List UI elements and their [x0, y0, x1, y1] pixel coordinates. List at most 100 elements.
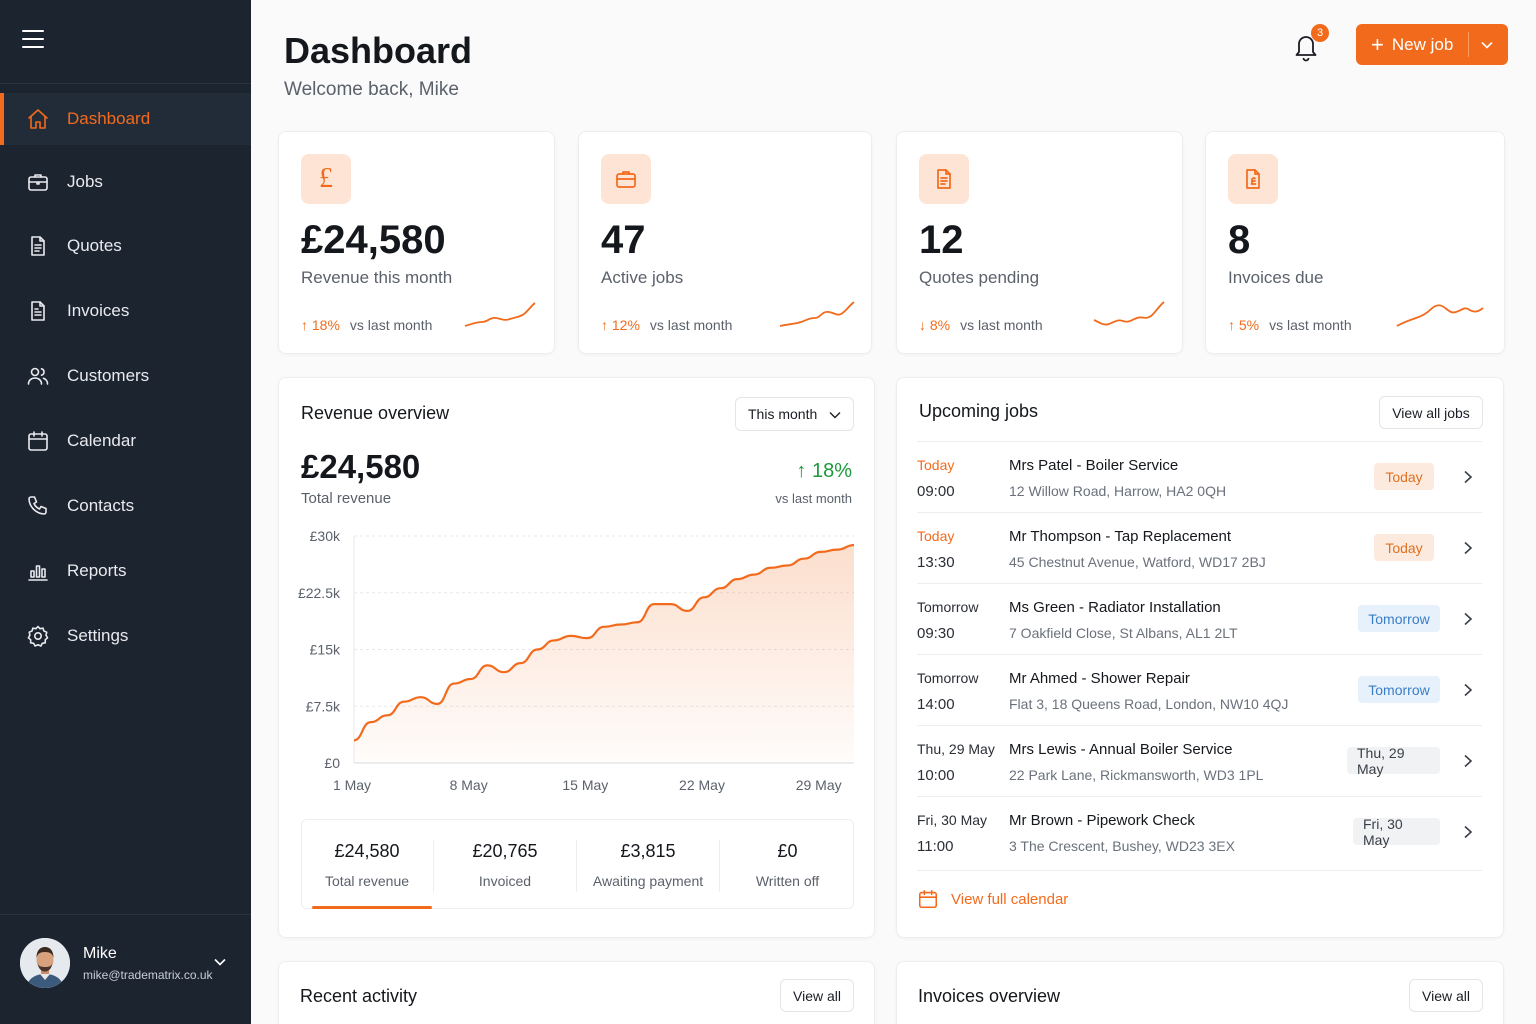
- summary-value: £20,765: [472, 841, 538, 861]
- job-title: Mr Brown - Pipework Check: [1009, 812, 1195, 829]
- summary-awaiting-payment[interactable]: £3,815 Awaiting payment: [577, 820, 719, 910]
- chart-icon: [26, 559, 50, 583]
- job-title: Mrs Patel - Boiler Service: [1009, 457, 1179, 474]
- chevron-right-icon[interactable]: [1462, 825, 1474, 839]
- stat-value: £24,580: [301, 218, 446, 262]
- summary-value: £3,815: [620, 841, 676, 861]
- stat-card-invoices-due[interactable]: 8 Invoices due ↑ 5% vs last month: [1205, 131, 1505, 354]
- summary-written-off[interactable]: £0 Written off: [720, 820, 855, 910]
- chevron-right-icon[interactable]: [1462, 541, 1474, 555]
- user-menu[interactable]: Mike mike@tradematrix.co.uk: [20, 937, 235, 989]
- arrow-up-icon: ↑: [601, 317, 612, 333]
- invoice-icon: [1228, 154, 1278, 204]
- y-tick-label: £7.5k: [306, 698, 341, 714]
- avatar: [20, 938, 70, 988]
- stat-delta-value: 5%: [1238, 317, 1260, 333]
- y-tick-label: £30k: [310, 528, 341, 544]
- stat-label: Revenue this month: [301, 268, 453, 287]
- sparkline: [779, 301, 855, 327]
- period-select-value: This month: [748, 406, 818, 422]
- chevron-right-icon[interactable]: [1462, 470, 1474, 484]
- job-title: Mrs Lewis - Annual Boiler Service: [1009, 741, 1233, 758]
- chevron-right-icon[interactable]: [1462, 754, 1474, 768]
- stat-value: 12: [919, 218, 964, 262]
- view-all-activity-button[interactable]: View all: [780, 979, 854, 1012]
- job-address: 22 Park Lane, Rickmansworth, WD3 1PL: [1009, 767, 1264, 783]
- period-select[interactable]: This month: [735, 397, 854, 431]
- sidebar-divider: [0, 83, 251, 84]
- job-day: Fri, 30 May: [917, 812, 988, 828]
- stat-card-quotes-pending[interactable]: 12 Quotes pending ↓ 8% vs last month: [896, 131, 1183, 354]
- stat-delta-label: vs last month: [349, 317, 433, 333]
- sidebar-item-label: Jobs: [67, 172, 103, 191]
- menu-icon[interactable]: [22, 30, 44, 50]
- sidebar-item-jobs[interactable]: Jobs: [0, 156, 251, 208]
- sidebar-item-customers[interactable]: Customers: [0, 350, 251, 402]
- stat-delta-value: 18%: [311, 317, 340, 333]
- job-row[interactable]: Tomorrow 14:00 Mr Ahmed - Shower Repair …: [917, 654, 1482, 725]
- sidebar-item-calendar[interactable]: Calendar: [0, 415, 251, 467]
- chevron-down-icon[interactable]: [1480, 38, 1494, 52]
- x-tick-label: 22 May: [679, 777, 725, 793]
- view-all-invoices-button[interactable]: View all: [1409, 979, 1483, 1012]
- job-title: Mr Ahmed - Shower Repair: [1009, 670, 1190, 687]
- summary-divider: [576, 840, 577, 892]
- status-badge: Today: [1374, 463, 1434, 490]
- user-email: mike@tradematrix.co.uk: [83, 967, 213, 982]
- x-tick-label: 29 May: [796, 777, 842, 793]
- stat-value: 47: [601, 218, 646, 262]
- bell-icon[interactable]: [1291, 30, 1321, 62]
- stat-delta: ↓ 8% vs last month: [919, 317, 1043, 333]
- sidebar-item-dashboard[interactable]: Dashboard: [0, 93, 251, 145]
- chevron-right-icon[interactable]: [1462, 612, 1474, 626]
- view-full-calendar-link[interactable]: View full calendar: [917, 888, 1068, 910]
- document-icon: [919, 154, 969, 204]
- job-title: Mr Thompson - Tap Replacement: [1009, 528, 1232, 545]
- card-title: Invoices overview: [918, 986, 1061, 1006]
- status-badge: Tomorrow: [1358, 676, 1440, 703]
- sidebar-item-invoices[interactable]: Invoices: [0, 285, 251, 337]
- stat-delta: ↑ 12% vs last month: [601, 317, 732, 333]
- recent-activity-card: Recent activity View all: [278, 961, 875, 1024]
- job-row[interactable]: Tomorrow 09:30 Ms Green - Radiator Insta…: [917, 583, 1482, 654]
- job-address: 45 Chestnut Avenue, Watford, WD17 2BJ: [1009, 554, 1266, 570]
- new-job-label: New job: [1391, 34, 1454, 54]
- job-day: Today: [917, 457, 955, 473]
- sidebar-item-contacts[interactable]: Contacts: [0, 480, 251, 532]
- job-row[interactable]: Thu, 29 May 10:00 Mrs Lewis - Annual Boi…: [917, 725, 1482, 796]
- revenue-change: ↑ 18%: [796, 460, 852, 483]
- job-row[interactable]: Today 13:30 Mr Thompson - Tap Replacemen…: [917, 512, 1482, 583]
- page-title: Dashboard: [284, 30, 473, 71]
- sidebar-item-label: Calendar: [67, 431, 136, 450]
- view-full-calendar-label: View full calendar: [951, 890, 1069, 908]
- card-title: Recent activity: [300, 986, 418, 1006]
- stat-card-active-jobs[interactable]: 47 Active jobs ↑ 12% vs last month: [578, 131, 872, 354]
- job-title: Ms Green - Radiator Installation: [1009, 599, 1221, 616]
- summary-label: Total revenue: [324, 873, 410, 889]
- y-tick-label: £15k: [310, 642, 341, 658]
- card-title: Upcoming jobs: [919, 401, 1039, 421]
- sidebar-item-quotes[interactable]: Quotes: [0, 220, 251, 272]
- x-tick-label: 1 May: [333, 777, 371, 793]
- chevron-right-icon[interactable]: [1462, 683, 1474, 697]
- stat-delta-label: vs last month: [1269, 317, 1352, 333]
- job-row[interactable]: Fri, 30 May 11:00 Mr Brown - Pipework Ch…: [917, 796, 1482, 871]
- job-time: 14:00: [917, 696, 955, 713]
- summary-total-revenue[interactable]: £24,580 Total revenue: [302, 820, 432, 910]
- new-job-button[interactable]: + New job: [1356, 24, 1508, 65]
- sparkline: [1093, 301, 1165, 326]
- summary-divider: [433, 840, 434, 892]
- job-row[interactable]: Today 09:00 Mrs Patel - Boiler Service 1…: [917, 441, 1482, 512]
- status-badge: Tomorrow: [1358, 605, 1440, 632]
- revenue-line: [353, 543, 855, 742]
- summary-invoiced[interactable]: £20,765 Invoiced: [434, 820, 576, 910]
- sidebar-item-settings[interactable]: Settings: [0, 610, 251, 662]
- job-address: 12 Willow Road, Harrow, HA2 0QH: [1009, 483, 1227, 499]
- chevron-down-icon[interactable]: [213, 955, 227, 969]
- job-time: 09:00: [917, 483, 955, 500]
- stat-delta-label: vs last month: [960, 317, 1043, 333]
- sidebar-item-reports[interactable]: Reports: [0, 545, 251, 597]
- stat-card-revenue[interactable]: £ £24,580 Revenue this month ↑ 18% vs las…: [278, 131, 555, 354]
- view-all-jobs-button[interactable]: View all jobs: [1379, 396, 1483, 429]
- job-day: Tomorrow: [917, 670, 979, 686]
